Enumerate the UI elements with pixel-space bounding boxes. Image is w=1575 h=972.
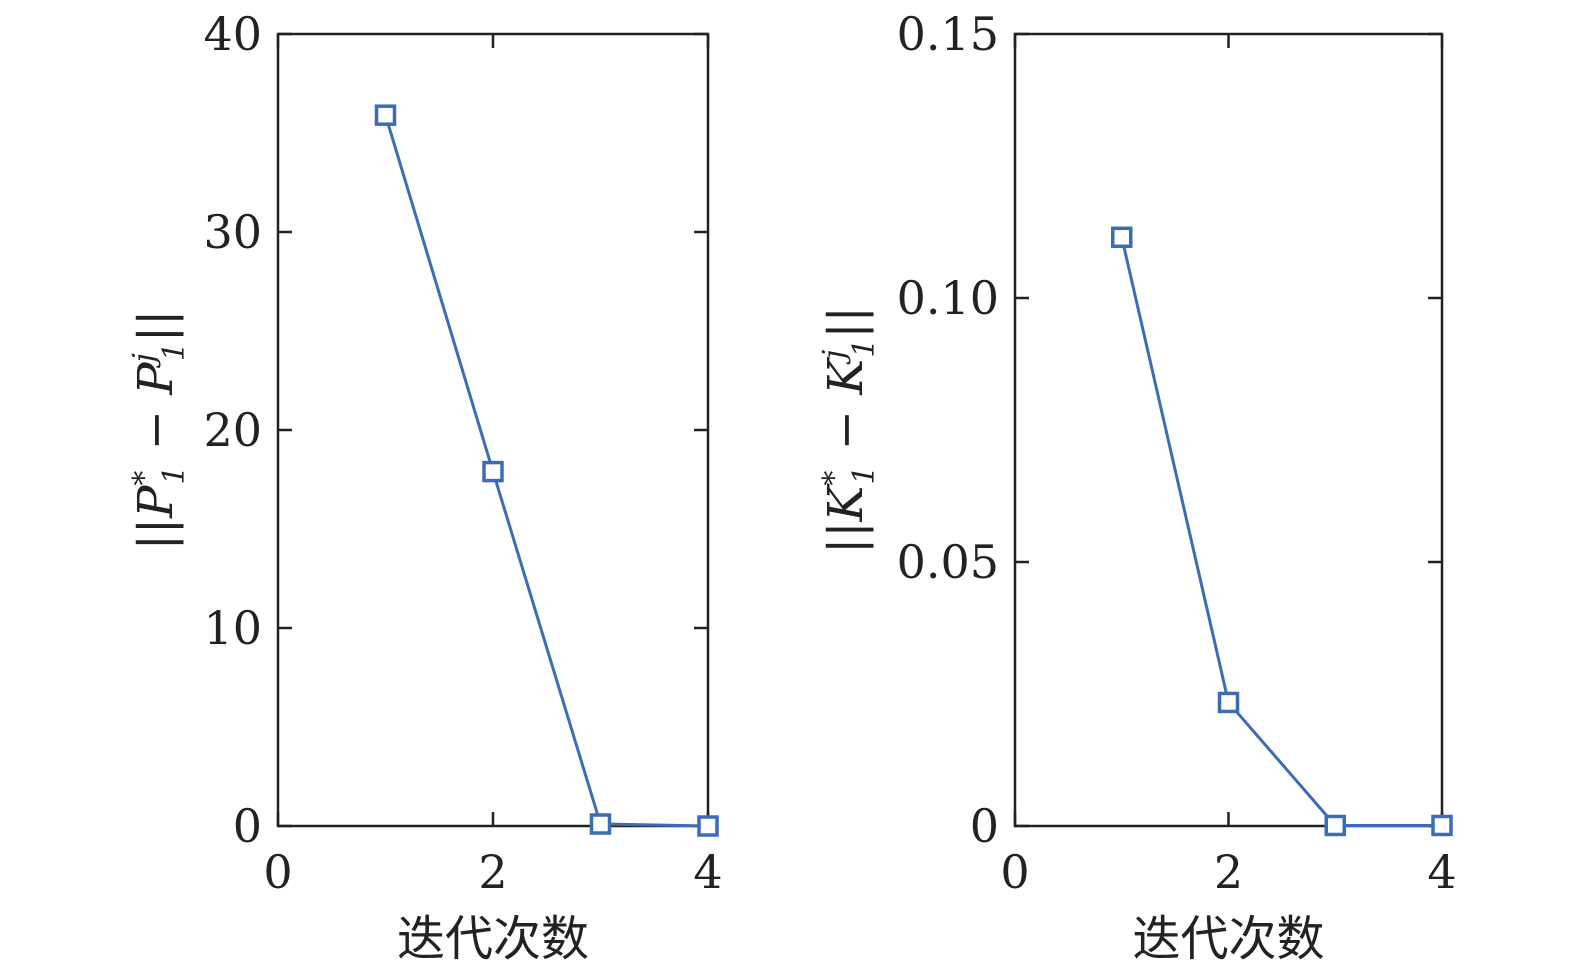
- x-tick-label: 4: [1427, 845, 1456, 899]
- y-tick-label: 0: [233, 799, 262, 853]
- data-point-marker: [589, 813, 612, 835]
- chart-left-p-error: 0 10 20 30 40 0 2 4 迭代次数 ||P*1 − Pj1||: [127, 7, 723, 967]
- y-axis-label-part: 1: [157, 342, 192, 361]
- y-tick-label: 20: [203, 403, 262, 457]
- x-tick-label: 0: [263, 845, 292, 899]
- x-tick-label: 4: [693, 845, 722, 899]
- y-axis-label-part: ||K: [818, 482, 874, 553]
- y-axis-label-part: *: [817, 471, 852, 486]
- y-axis-label-part: ||P: [128, 485, 184, 550]
- series-line: [384, 114, 709, 828]
- x-axis-label: 迭代次数: [1132, 911, 1324, 967]
- y-axis-label-part: − K: [818, 356, 874, 466]
- y-tick-label: 30: [203, 205, 262, 259]
- x-tick-label: 0: [1000, 845, 1029, 899]
- x-axis-label: 迭代次数: [397, 911, 589, 967]
- y-axis-label-part: ||: [128, 310, 184, 342]
- data-point-marker: [1217, 691, 1240, 714]
- y-tick-label: 0: [970, 799, 999, 853]
- y-axis-label-part: ||: [818, 306, 874, 338]
- y-tick-label: 0.05: [897, 535, 999, 589]
- data-point-marker: [697, 815, 719, 837]
- y-axis-label-part: 1: [847, 466, 882, 485]
- data-point-marker: [1111, 226, 1133, 249]
- x-tick-label: 2: [478, 845, 507, 899]
- y-tick-label: 10: [203, 601, 262, 655]
- chart-right-k-error: 0 0.05 0.10 0.15 0 2 4 迭代次数 ||K*1 − Kj1||: [817, 7, 1457, 967]
- data-point-marker: [1431, 814, 1453, 837]
- y-axis-label-part: 1: [157, 466, 192, 485]
- data-point-marker: [482, 460, 504, 483]
- y-axis-label-part: 1: [847, 339, 882, 358]
- data-point-marker: [374, 104, 397, 126]
- plot-frame: [276, 32, 710, 828]
- y-axis-label-part: *: [127, 471, 162, 486]
- y-axis-label: ||P*1 − Pj1||: [127, 310, 192, 551]
- x-tick-label: 2: [1214, 845, 1243, 899]
- series-line: [1120, 236, 1442, 827]
- y-axis-label-part: − P: [128, 362, 184, 466]
- y-tick-label: 40: [203, 7, 262, 61]
- y-tick-label: 0.15: [897, 7, 999, 61]
- data-point-marker: [1324, 814, 1346, 837]
- y-axis-label: ||K*1 − Kj1||: [817, 306, 882, 554]
- y-tick-label: 0.10: [897, 271, 999, 325]
